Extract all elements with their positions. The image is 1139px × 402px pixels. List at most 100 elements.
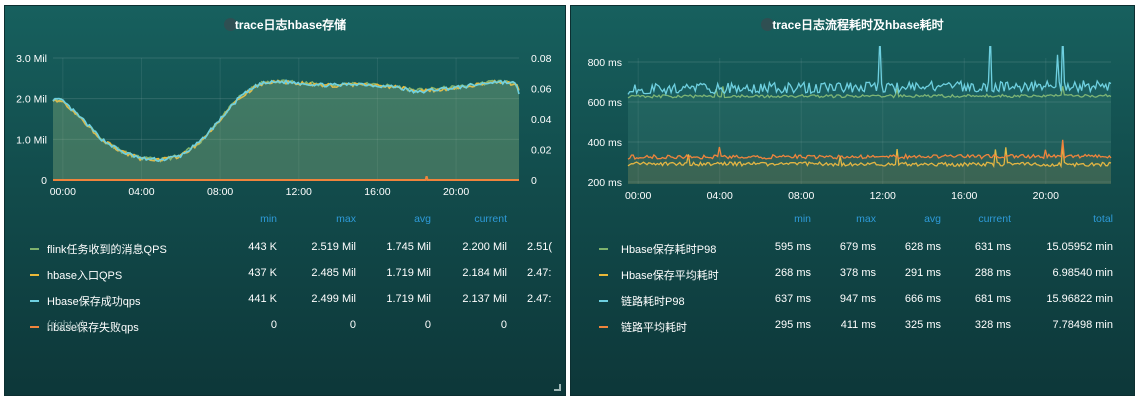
- value-avg: 628 ms: [904, 241, 941, 253]
- legend-row-0[interactable]: Hbase保存耗时P98 595 ms 679 ms 628 ms 631 ms…: [571, 241, 1134, 259]
- value-current: 2.200 Mil: [462, 241, 507, 253]
- value-avg: 325 ms: [904, 319, 941, 331]
- value-current: 288 ms: [974, 267, 1011, 279]
- value-avg: 1.719 Mil: [386, 293, 431, 305]
- y-tick-label: 2.0 Mil: [16, 94, 47, 106]
- y-right-tick-label: 0.06: [531, 84, 552, 96]
- header-avg: avg: [414, 213, 431, 225]
- legend-row-3[interactable]: 链路平均耗时 295 ms 411 ms 325 ms 328 ms 7.784…: [571, 319, 1134, 337]
- x-tick-label: 16:00: [951, 190, 977, 202]
- y-tick-label: 0: [41, 175, 47, 187]
- series-swatch: [30, 248, 39, 250]
- x-tick-label: 04:00: [707, 190, 733, 202]
- legend-row-2[interactable]: 链路耗时P98 637 ms 947 ms 666 ms 681 ms 15.9…: [571, 293, 1134, 311]
- series-name: hbase保存失败qps: [47, 322, 139, 334]
- value-avg: 1.719 Mil: [386, 267, 431, 279]
- header-max: max: [856, 213, 876, 225]
- legend-row-2[interactable]: Hbase保存成功qps 441 K 2.499 Mil 1.719 Mil 2…: [5, 293, 565, 311]
- value-total: 2.47:: [527, 293, 552, 305]
- series-line: [52, 78, 520, 163]
- value-max: 2.485 Mil: [311, 267, 356, 279]
- panel-menu-icon: [223, 18, 237, 31]
- legend-row-1[interactable]: hbase入口QPS 437 K 2.485 Mil 1.719 Mil 2.1…: [5, 267, 565, 285]
- y-tick-label: 400 ms: [588, 137, 622, 149]
- value-max: 378 ms: [839, 267, 876, 279]
- value-min: 441 K: [248, 293, 277, 305]
- y-right-tick-label: 0.04: [531, 114, 552, 126]
- x-tick-label: 20:00: [1033, 190, 1059, 202]
- header-max: max: [336, 213, 356, 225]
- chart-latency[interactable]: 200 ms 400 ms 600 ms 800 ms 00:00 04:00 08:00 1…: [571, 46, 1135, 236]
- legend-row-0[interactable]: flink任务收到的消息QPS 443 K 2.519 Mil 1.745 Mi…: [5, 241, 565, 259]
- legend-row-1[interactable]: Hbase保存平均耗时 268 ms 378 ms 291 ms 288 ms …: [571, 267, 1134, 285]
- value-min: 637 ms: [774, 293, 811, 305]
- header-avg: avg: [924, 213, 941, 225]
- value-min: 268 ms: [774, 267, 811, 279]
- y-tick-label: 200 ms: [588, 177, 622, 189]
- value-current: 681 ms: [974, 293, 1011, 305]
- value-current: 328 ms: [974, 319, 1011, 331]
- panel-hbase-storage: trace日志hbase存储 0 1.0 Mil 2.0 Mil 3.0 Mil 0 0.…: [4, 5, 566, 396]
- series-swatch: [30, 274, 39, 276]
- value-total: 6.98540 min: [1052, 267, 1113, 279]
- series-swatch: [30, 300, 39, 302]
- value-current: 631 ms: [974, 241, 1011, 253]
- x-tick-label: 00:00: [625, 190, 651, 202]
- series-name: flink任务收到的消息QPS: [47, 244, 167, 256]
- legend-header: min max avg current: [5, 213, 565, 231]
- series-area: [53, 80, 519, 180]
- series-area: [628, 139, 1111, 184]
- series-swatch: [599, 300, 608, 302]
- series-swatch: [599, 248, 608, 250]
- series-name: hbase入口QPS: [47, 270, 123, 282]
- value-total: 15.96822 min: [1046, 293, 1113, 305]
- header-total: total: [1093, 213, 1113, 225]
- legend-row-3[interactable]: hbase保存失败qps (right-y) 0 0 0 0: [5, 319, 565, 337]
- value-max: 0: [349, 319, 356, 331]
- panel-title-text: trace日志流程耗时及hbase耗时: [772, 18, 944, 32]
- value-min: 295 ms: [774, 319, 811, 331]
- series-line: [627, 86, 1112, 99]
- value-total: 7.78498 min: [1052, 319, 1113, 331]
- value-max: 2.519 Mil: [311, 241, 356, 253]
- x-tick-label: 12:00: [870, 190, 896, 202]
- series-swatch: [599, 326, 608, 328]
- header-min: min: [260, 213, 277, 225]
- value-max: 947 ms: [839, 293, 876, 305]
- panel-menu-icon: [761, 18, 775, 31]
- panel-title-left[interactable]: trace日志hbase存储: [5, 16, 565, 33]
- legend-header: min max avg current total: [571, 213, 1134, 231]
- y-tick-label: 600 ms: [588, 97, 622, 109]
- x-tick-label: 08:00: [207, 186, 233, 198]
- series-swatch: [30, 326, 39, 328]
- series-axis-suffix: (right-y): [47, 319, 85, 331]
- y-right-tick-label: 0.02: [531, 145, 552, 157]
- value-min: 0: [270, 319, 277, 331]
- series-name: Hbase保存耗时P98: [621, 244, 717, 256]
- value-max: 2.499 Mil: [311, 293, 356, 305]
- header-current: current: [978, 213, 1011, 225]
- series-line: [627, 139, 1112, 160]
- panel-title-right[interactable]: trace日志流程耗时及hbase耗时: [571, 16, 1134, 33]
- value-current: 2.184 Mil: [462, 267, 507, 279]
- chart-hbase-qps[interactable]: 0 1.0 Mil 2.0 Mil 3.0 Mil 0 0.02 0.04 0.06 0.08 0…: [5, 46, 566, 236]
- value-max: 411 ms: [840, 319, 876, 331]
- x-tick-label: 12:00: [286, 186, 312, 198]
- value-min: 437 K: [248, 267, 277, 279]
- value-total: 15.05952 min: [1046, 241, 1113, 253]
- x-tick-label: 16:00: [364, 186, 390, 198]
- series-area: [53, 80, 519, 180]
- y-tick-label: 800 ms: [588, 57, 622, 69]
- value-min: 595 ms: [774, 241, 811, 253]
- value-max: 679 ms: [839, 241, 876, 253]
- series-area: [628, 46, 1111, 184]
- value-avg: 291 ms: [904, 267, 941, 279]
- series-area: [628, 86, 1111, 184]
- value-avg: 0: [424, 319, 431, 331]
- panel-trace-latency: trace日志流程耗时及hbase耗时 200 ms 400 ms 600 ms 80…: [570, 5, 1135, 396]
- x-tick-label: 20:00: [443, 186, 469, 198]
- y-right-tick-label: 0: [531, 175, 537, 187]
- value-avg: 1.745 Mil: [386, 241, 431, 253]
- resize-handle-icon[interactable]: [554, 384, 561, 391]
- value-avg: 666 ms: [904, 293, 941, 305]
